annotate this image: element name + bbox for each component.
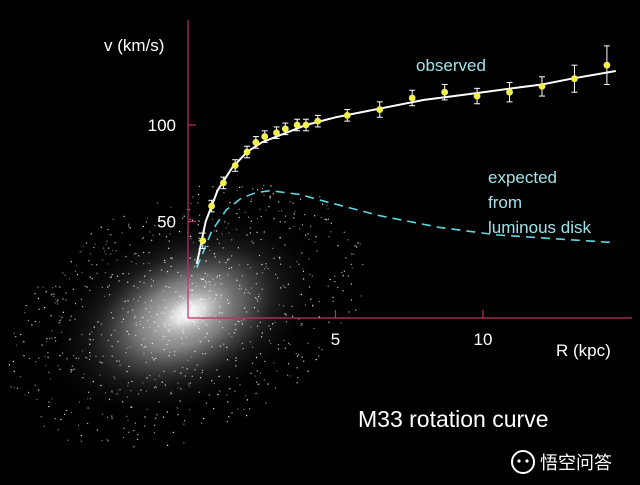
observed-point (208, 199, 216, 213)
annotation-expected-line-3: luminous disk (488, 218, 591, 237)
watermark-text: 悟空问答 (540, 453, 612, 474)
observed-point (603, 45, 611, 85)
observed-point (252, 136, 260, 149)
observed-point (261, 130, 269, 143)
observed-point (473, 87, 481, 105)
observed-point (538, 76, 546, 97)
y-tick-label-50: 50 (157, 213, 176, 232)
observed-point (220, 176, 227, 190)
y-tick-label-100: 100 (148, 116, 176, 135)
observed-point (293, 118, 301, 132)
x-tick-label-5: 5 (331, 330, 340, 349)
annotation-observed: observed (416, 56, 486, 75)
galaxy-m33-image (8, 184, 364, 448)
observed-point (199, 232, 207, 250)
observed-point (243, 145, 251, 159)
observed-point (343, 109, 351, 122)
observed-point (302, 118, 310, 132)
axis-ticks: 5 10 50 100 (148, 116, 493, 349)
chart-title: M33 rotation curve (358, 406, 548, 432)
series-layer (195, 45, 616, 269)
y-axis-label: v (km/s) (104, 36, 164, 55)
observed-point (273, 126, 280, 140)
observed-point (571, 64, 578, 93)
observed-point (376, 101, 384, 118)
observed-point (314, 114, 322, 128)
watermark: 悟空问答 (511, 450, 612, 474)
speech-bubble-icon (511, 450, 535, 474)
observed-point (506, 82, 513, 103)
observed-point (231, 159, 239, 172)
x-axis-label: R (kpc) (556, 341, 611, 360)
observed-point (281, 122, 289, 136)
x-tick-label-10: 10 (474, 330, 493, 349)
observed-point (408, 89, 416, 107)
annotation-expected-line-2: from (488, 193, 522, 212)
observed-fit-line (195, 70, 616, 265)
annotation-expected-line-1: expected (488, 168, 557, 187)
expected-luminous-disk-line (196, 189, 616, 269)
observed-point (441, 83, 449, 101)
